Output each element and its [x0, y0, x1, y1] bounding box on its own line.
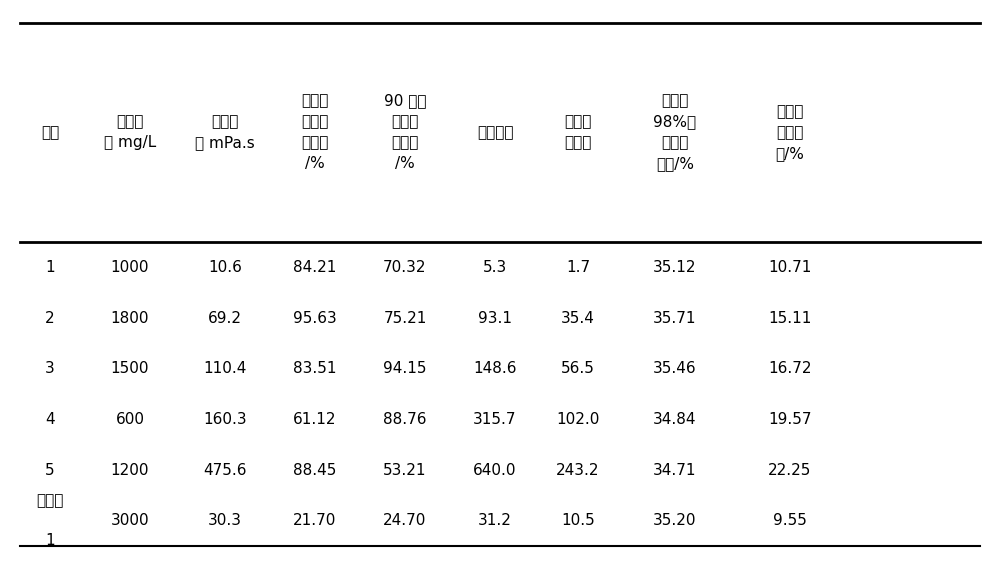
Text: 88.76: 88.76: [383, 412, 427, 427]
Text: 1800: 1800: [111, 311, 149, 326]
Text: 3000: 3000: [111, 513, 149, 528]
Text: 34.84: 34.84: [653, 412, 697, 427]
Text: 31.2: 31.2: [478, 513, 512, 528]
Text: 24.70: 24.70: [383, 513, 427, 528]
Text: 600: 600: [116, 412, 144, 427]
Text: 比较例

1: 比较例 1: [36, 494, 64, 548]
Text: 残余阻
力系数: 残余阻 力系数: [564, 114, 592, 150]
Text: 30.3: 30.3: [208, 513, 242, 528]
Text: 75.21: 75.21: [383, 311, 427, 326]
Text: 35.71: 35.71: [653, 311, 697, 326]
Text: 阻力系数: 阻力系数: [477, 125, 513, 140]
Text: 35.46: 35.46: [653, 361, 697, 377]
Text: 83.51: 83.51: [293, 361, 337, 377]
Text: 35.12: 35.12: [653, 260, 697, 275]
Text: 19.57: 19.57: [768, 412, 812, 427]
Text: 35.20: 35.20: [653, 513, 697, 528]
Text: 1500: 1500: [111, 361, 149, 377]
Text: 35.4: 35.4: [561, 311, 595, 326]
Text: 1000: 1000: [111, 260, 149, 275]
Text: 10.5: 10.5: [561, 513, 595, 528]
Text: 69.2: 69.2: [208, 311, 242, 326]
Text: 3: 3: [45, 361, 55, 377]
Text: 84.21: 84.21: [293, 260, 337, 275]
Text: 88.45: 88.45: [293, 463, 337, 477]
Text: 1200: 1200: [111, 463, 149, 477]
Text: 5: 5: [45, 463, 55, 477]
Text: 22.25: 22.25: [768, 463, 812, 477]
Text: 53.21: 53.21: [383, 463, 427, 477]
Text: 4: 4: [45, 412, 55, 427]
Text: 102.0: 102.0: [556, 412, 600, 427]
Text: 148.6: 148.6: [473, 361, 517, 377]
Text: 1.7: 1.7: [566, 260, 590, 275]
Text: 提高采
收率程
度/%: 提高采 收率程 度/%: [776, 104, 804, 161]
Text: 93.1: 93.1: [478, 311, 512, 326]
Text: 70.32: 70.32: [383, 260, 427, 275]
Text: 21.70: 21.70: [293, 513, 337, 528]
Text: 640.0: 640.0: [473, 463, 517, 477]
Text: 94.15: 94.15: [383, 361, 427, 377]
Text: 16.72: 16.72: [768, 361, 812, 377]
Text: 10.71: 10.71: [768, 260, 812, 275]
Text: 315.7: 315.7: [473, 412, 517, 427]
Text: 编号: 编号: [41, 125, 59, 140]
Text: 95.63: 95.63: [293, 311, 337, 326]
Text: 110.4: 110.4: [203, 361, 247, 377]
Text: 溶液浓
度 mg/L: 溶液浓 度 mg/L: [104, 114, 156, 150]
Text: 1: 1: [45, 260, 55, 275]
Text: 机械剪
切粘度
保留率
/%: 机械剪 切粘度 保留率 /%: [301, 93, 329, 172]
Text: 34.71: 34.71: [653, 463, 697, 477]
Text: 243.2: 243.2: [556, 463, 600, 477]
Text: 61.12: 61.12: [293, 412, 337, 427]
Text: 90 天老
化粘度
保留率
/%: 90 天老 化粘度 保留率 /%: [384, 93, 426, 172]
Text: 15.11: 15.11: [768, 311, 812, 326]
Text: 56.5: 56.5: [561, 361, 595, 377]
Text: 160.3: 160.3: [203, 412, 247, 427]
Text: 溶液粘
度 mPa.s: 溶液粘 度 mPa.s: [195, 114, 255, 150]
Text: 2: 2: [45, 311, 55, 326]
Text: 9.55: 9.55: [773, 513, 807, 528]
Text: 含水率
98%时
采收率
程度/%: 含水率 98%时 采收率 程度/%: [653, 93, 697, 172]
Text: 10.6: 10.6: [208, 260, 242, 275]
Text: 5.3: 5.3: [483, 260, 507, 275]
Text: 475.6: 475.6: [203, 463, 247, 477]
